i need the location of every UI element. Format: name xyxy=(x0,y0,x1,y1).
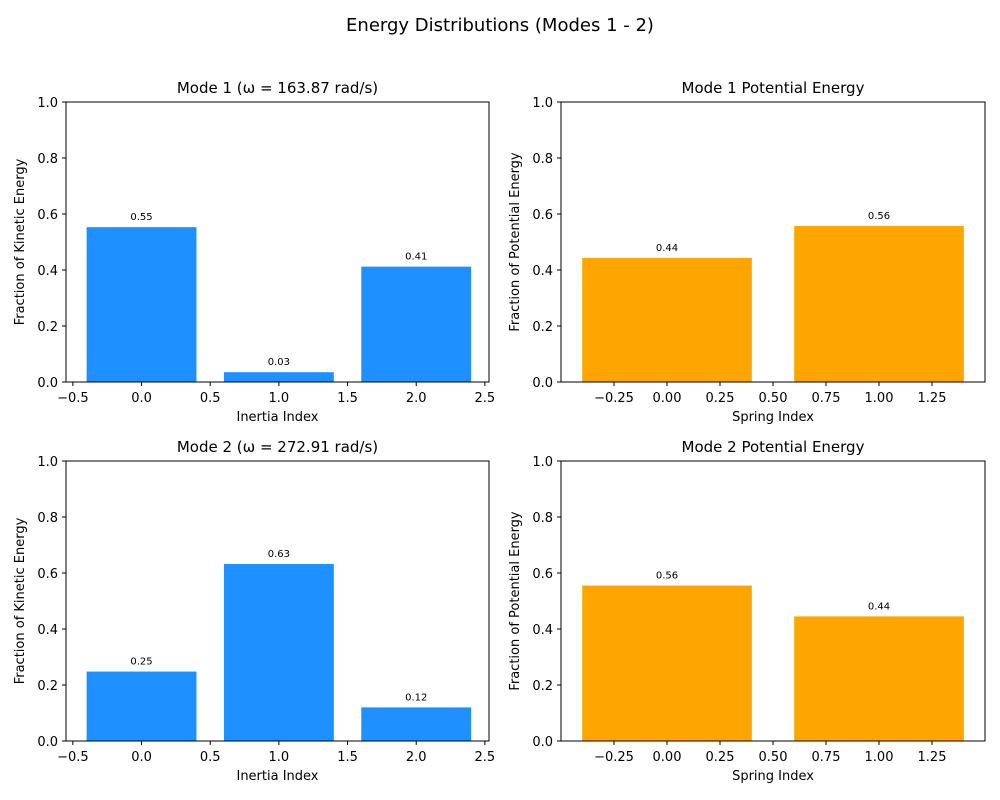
x-tick-label: 1.5 xyxy=(337,750,358,765)
bar-value-label: 0.03 xyxy=(268,357,290,368)
bar-value-label: 0.56 xyxy=(868,211,890,222)
y-tick-label: 0.2 xyxy=(532,320,553,335)
bar-value-label: 0.63 xyxy=(268,549,290,560)
axes-frame xyxy=(65,101,490,383)
x-tick-label: 0.25 xyxy=(706,750,735,765)
y-tick-label: 0.4 xyxy=(532,623,553,638)
x-tick-label: 2.0 xyxy=(406,391,427,406)
x-tick-label: 0.0 xyxy=(131,750,152,765)
x-tick-label: 2.5 xyxy=(475,391,496,406)
y-tick-label: 0.0 xyxy=(532,376,553,391)
y-tick-label: 0.2 xyxy=(37,320,58,335)
bar xyxy=(361,707,472,741)
axes-frame xyxy=(65,460,490,742)
x-tick-label: −0.25 xyxy=(594,391,634,406)
y-axis-label: Fraction of Kinetic Energy xyxy=(13,517,28,684)
x-tick-label: 0.25 xyxy=(706,391,735,406)
x-tick-label: 1.00 xyxy=(865,750,894,765)
bar-value-label: 0.44 xyxy=(656,243,678,254)
figure-title: Energy Distributions (Modes 1 - 2) xyxy=(346,15,654,36)
bar xyxy=(223,564,334,741)
bar-value-label: 0.25 xyxy=(130,657,152,668)
x-tick-label: 0.75 xyxy=(812,750,841,765)
y-axis-label: Fraction of Kinetic Energy xyxy=(13,158,28,325)
x-tick-label: 1.0 xyxy=(269,391,290,406)
x-tick-label: 0.5 xyxy=(200,750,221,765)
y-tick-label: 0.6 xyxy=(37,208,58,223)
bar-value-label: 0.41 xyxy=(405,252,427,263)
y-tick-label: 0.0 xyxy=(37,735,58,750)
y-tick-label: 0.2 xyxy=(532,679,553,694)
x-tick-label: 1.25 xyxy=(918,391,947,406)
x-tick-label: 0.75 xyxy=(812,391,841,406)
y-tick-label: 0.8 xyxy=(37,152,58,167)
x-axis-label: Spring Index xyxy=(732,410,814,425)
x-tick-label: 1.00 xyxy=(865,391,894,406)
y-tick-label: 0.8 xyxy=(532,152,553,167)
x-tick-label: 1.0 xyxy=(269,750,290,765)
y-axis-label: Fraction of Potential Energy xyxy=(508,511,523,691)
bar-value-label: 0.12 xyxy=(405,692,427,703)
bar-value-label: 0.44 xyxy=(868,601,890,612)
y-tick-label: 0.2 xyxy=(37,679,58,694)
y-tick-label: 0.4 xyxy=(37,623,58,638)
x-axis-label: Inertia Index xyxy=(236,410,318,425)
y-axis-label: Fraction of Potential Energy xyxy=(508,152,523,332)
x-tick-label: 0.50 xyxy=(759,750,788,765)
bar xyxy=(582,257,752,382)
y-tick-label: 0.6 xyxy=(532,567,553,582)
subplot-grid: 0.550.030.41−0.5 0.0 0.5 1.0 1.5 2.0 2.50.00.2… xyxy=(13,79,986,784)
x-tick-label: 0.00 xyxy=(653,750,682,765)
y-tick-label: 0.8 xyxy=(532,511,553,526)
bar xyxy=(582,585,752,741)
y-tick-label: 1.0 xyxy=(37,96,58,111)
bar xyxy=(794,616,964,741)
subplot-2: 0.44 0.56 −0.25 0.00 0.25 0.50 0.75 1.00 1.25 0.0… xyxy=(508,79,986,425)
subplot-4: 0.56 0.44 −0.25 0.00 0.25 0.50 0.75 1.00 1.25 0.0… xyxy=(508,438,986,784)
bar xyxy=(794,226,964,382)
x-tick-label: −0.5 xyxy=(57,750,89,765)
x-tick-label: 2.0 xyxy=(406,750,427,765)
y-tick-label: 0.6 xyxy=(532,208,553,223)
y-tick-label: 1.0 xyxy=(532,96,553,111)
bar xyxy=(86,227,197,382)
subplot-1: 0.550.030.41−0.5 0.0 0.5 1.0 1.5 2.0 2.50.00.2… xyxy=(13,79,495,425)
x-axis-label: Spring Index xyxy=(732,769,814,784)
bar-value-label: 0.55 xyxy=(130,212,152,223)
y-tick-label: 0.6 xyxy=(37,567,58,582)
x-tick-label: 1.5 xyxy=(337,391,358,406)
x-axis-label: Inertia Index xyxy=(236,769,318,784)
bar xyxy=(86,671,197,741)
x-tick-label: 0.00 xyxy=(653,391,682,406)
y-tick-label: 0.4 xyxy=(532,264,553,279)
x-tick-label: 2.5 xyxy=(475,750,496,765)
subplot-title: Mode 1 (ω = 163.87 rad/s) xyxy=(177,79,378,97)
y-tick-label: 0.0 xyxy=(37,376,58,391)
y-tick-label: 0.0 xyxy=(532,735,553,750)
x-tick-label: 1.25 xyxy=(918,750,947,765)
y-tick-label: 0.8 xyxy=(37,511,58,526)
y-tick-label: 0.4 xyxy=(37,264,58,279)
subplot-title: Mode 1 Potential Energy xyxy=(682,79,865,97)
x-tick-label: 0.0 xyxy=(131,391,152,406)
bar xyxy=(223,372,334,382)
y-tick-label: 1.0 xyxy=(532,455,553,470)
x-tick-label: −0.5 xyxy=(57,391,89,406)
bar-value-label: 0.56 xyxy=(656,571,678,582)
subplot-3: 0.250.630.12−0.5 0.0 0.5 1.0 1.5 2.0 2.50.00.2… xyxy=(13,438,495,784)
x-tick-label: 0.5 xyxy=(200,391,221,406)
x-tick-label: 0.50 xyxy=(759,391,788,406)
bar xyxy=(361,266,472,382)
y-tick-label: 1.0 xyxy=(37,455,58,470)
x-tick-label: −0.25 xyxy=(594,750,634,765)
subplot-title: Mode 2 (ω = 272.91 rad/s) xyxy=(177,438,378,456)
subplot-title: Mode 2 Potential Energy xyxy=(682,438,865,456)
